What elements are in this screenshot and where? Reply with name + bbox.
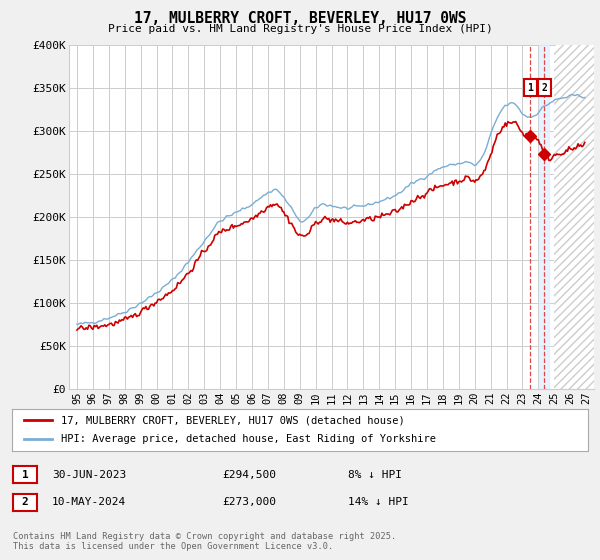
Text: 17, MULBERRY CROFT, BEVERLEY, HU17 0WS: 17, MULBERRY CROFT, BEVERLEY, HU17 0WS	[134, 11, 466, 26]
Text: 14% ↓ HPI: 14% ↓ HPI	[348, 497, 409, 507]
Text: 2: 2	[541, 83, 547, 93]
Text: 1: 1	[527, 83, 533, 93]
Text: 30-JUN-2023: 30-JUN-2023	[52, 470, 127, 480]
Text: 8% ↓ HPI: 8% ↓ HPI	[348, 470, 402, 480]
Text: 17, MULBERRY CROFT, BEVERLEY, HU17 0WS (detached house): 17, MULBERRY CROFT, BEVERLEY, HU17 0WS (…	[61, 415, 405, 425]
Text: £294,500: £294,500	[222, 470, 276, 480]
Text: 10-MAY-2024: 10-MAY-2024	[52, 497, 127, 507]
Text: Price paid vs. HM Land Registry's House Price Index (HPI): Price paid vs. HM Land Registry's House …	[107, 24, 493, 34]
Text: 1: 1	[22, 470, 29, 480]
Text: Contains HM Land Registry data © Crown copyright and database right 2025.
This d: Contains HM Land Registry data © Crown c…	[13, 531, 397, 551]
Text: £273,000: £273,000	[222, 497, 276, 507]
Bar	[554, 45, 594, 389]
Text: HPI: Average price, detached house, East Riding of Yorkshire: HPI: Average price, detached house, East…	[61, 435, 436, 445]
Bar	[539, 45, 549, 389]
Text: 2: 2	[22, 497, 29, 507]
Bar	[554, 45, 594, 389]
